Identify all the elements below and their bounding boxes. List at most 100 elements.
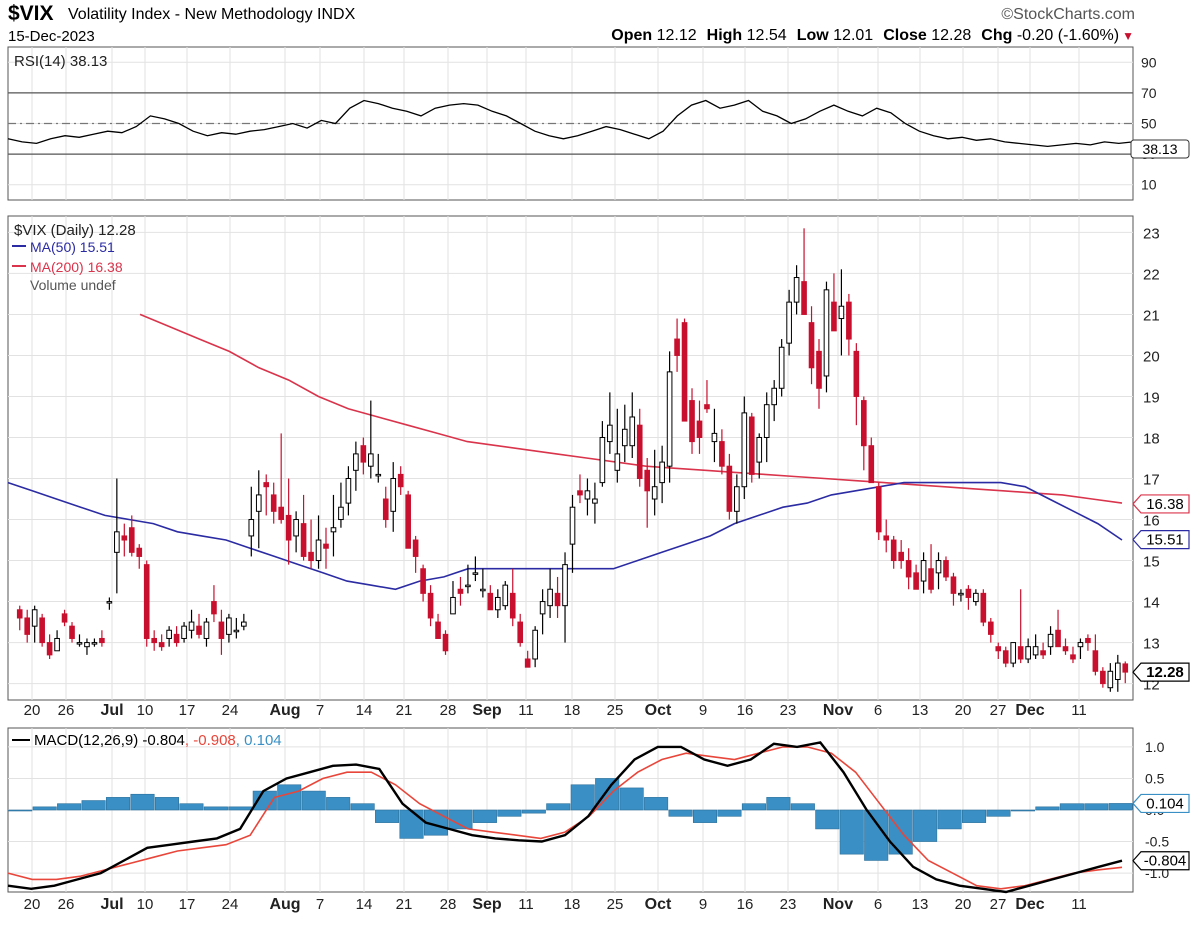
macd-tick-label: 1.0	[1145, 739, 1165, 755]
candle-up	[226, 617, 232, 635]
macd-histogram-bar	[619, 787, 644, 811]
candle-down	[890, 539, 897, 562]
x-tick-label: 28	[440, 896, 457, 913]
rsi-value-tag-label: 38.13	[1142, 141, 1177, 157]
macd-histogram-bar	[375, 809, 400, 823]
candle-up	[106, 601, 113, 604]
candle-down	[928, 568, 934, 590]
price-tick-label: 19	[1143, 389, 1160, 406]
candle-up	[838, 305, 845, 320]
rsi-tick-label: 50	[1141, 116, 1157, 132]
candle-down	[704, 404, 710, 410]
change-label: Chg	[981, 27, 1013, 44]
candle-down	[24, 617, 31, 635]
candle-up	[756, 436, 763, 463]
candle-down	[674, 338, 680, 356]
x-tick-label: 17	[179, 702, 196, 719]
macd-histogram-bar	[986, 809, 1011, 817]
candle-down	[801, 281, 807, 315]
candle-down	[875, 486, 882, 533]
volume-legend: Volume undef	[30, 277, 116, 293]
candle-down	[136, 547, 143, 557]
candle-down	[278, 506, 284, 521]
x-tick-label: 6	[874, 702, 882, 719]
candle-up	[786, 301, 792, 344]
x-tick-label: Dec	[1015, 896, 1044, 913]
x-tick-label: 14	[356, 702, 373, 719]
x-tick-label: 11	[1071, 702, 1087, 719]
macd-histogram-bar	[790, 803, 815, 811]
x-tick-label: 21	[396, 702, 413, 719]
candle-up	[502, 584, 509, 607]
x-tick-label: Dec	[1015, 702, 1044, 719]
candle-up	[734, 486, 740, 512]
x-tick-label: 20	[24, 702, 41, 719]
candle-down	[554, 592, 561, 607]
ma50-tag	[1132, 530, 1190, 550]
price-tick-label: 13	[1143, 636, 1160, 653]
price-tick-label: 18	[1143, 430, 1160, 447]
price-tick-label: 16	[1143, 513, 1160, 530]
candle-up	[1077, 642, 1084, 648]
x-tick-label: 20	[955, 702, 972, 719]
x-tick-label: 13	[912, 896, 929, 913]
symbol: $VIX	[8, 2, 54, 25]
x-tick-label: 26	[58, 896, 75, 913]
candle-down	[263, 482, 270, 488]
watermark[interactable]: ©StockCharts.com	[1001, 6, 1135, 23]
macd-histogram-bar	[668, 809, 693, 817]
candle-up	[330, 527, 337, 533]
candle-up	[666, 371, 673, 467]
macd-histogram-bar	[154, 797, 179, 811]
macd-histogram-bar	[301, 790, 326, 811]
ohlc-readout: Open 12.12 High 12.54 Low 12.01 Close 12.28…	[601, 27, 1134, 45]
x-tick-label: Nov	[823, 896, 853, 913]
candle-down	[39, 617, 45, 644]
macd-legend-main: MACD(12,26,9) -0.804	[34, 732, 185, 749]
candle-down	[905, 560, 912, 578]
candle-down	[99, 637, 105, 644]
macd-histogram-bar	[179, 803, 204, 811]
candle-down	[943, 560, 949, 578]
x-tick-label: 11	[518, 896, 534, 913]
macd-histogram-bar	[913, 809, 938, 842]
candle-down	[883, 535, 890, 541]
candle-down	[46, 642, 53, 656]
candle-up	[248, 519, 255, 537]
x-tick-label: 6	[874, 896, 882, 913]
candle-down	[412, 539, 419, 557]
candle-up	[547, 588, 553, 607]
candle-down	[681, 322, 688, 422]
macd-tick-label: 0.5	[1145, 770, 1165, 786]
macd-line	[7, 741, 1123, 894]
low-value: 12.01	[833, 27, 874, 44]
candle-up	[614, 453, 621, 471]
candle-up	[203, 621, 210, 639]
macd-histogram-bar	[595, 778, 620, 811]
candle-down	[517, 621, 524, 644]
candle-down	[831, 301, 837, 332]
x-tick-label: Sep	[472, 702, 502, 719]
high-label: High	[706, 27, 743, 44]
ma200-legend: MA(200) 16.38	[30, 259, 123, 275]
candle-up	[1025, 646, 1031, 660]
x-tick-label: 10	[137, 702, 154, 719]
candle-up	[778, 346, 785, 389]
macd-histogram-bar	[692, 809, 718, 823]
x-tick-label: 18	[564, 896, 581, 913]
candle-up	[823, 289, 830, 377]
candle-up	[607, 424, 613, 443]
macd-histogram-bar	[741, 803, 766, 811]
candle-down	[1100, 670, 1106, 685]
candle-down	[898, 551, 904, 562]
candle-up	[390, 478, 397, 512]
candle-up	[465, 584, 471, 588]
macd-histogram-bar	[399, 809, 424, 839]
candle-up	[763, 404, 770, 438]
candle-down	[726, 465, 733, 512]
candle-down	[151, 637, 158, 644]
candle-down	[405, 494, 411, 549]
candle-up	[450, 596, 456, 615]
candle-down	[1092, 650, 1099, 672]
